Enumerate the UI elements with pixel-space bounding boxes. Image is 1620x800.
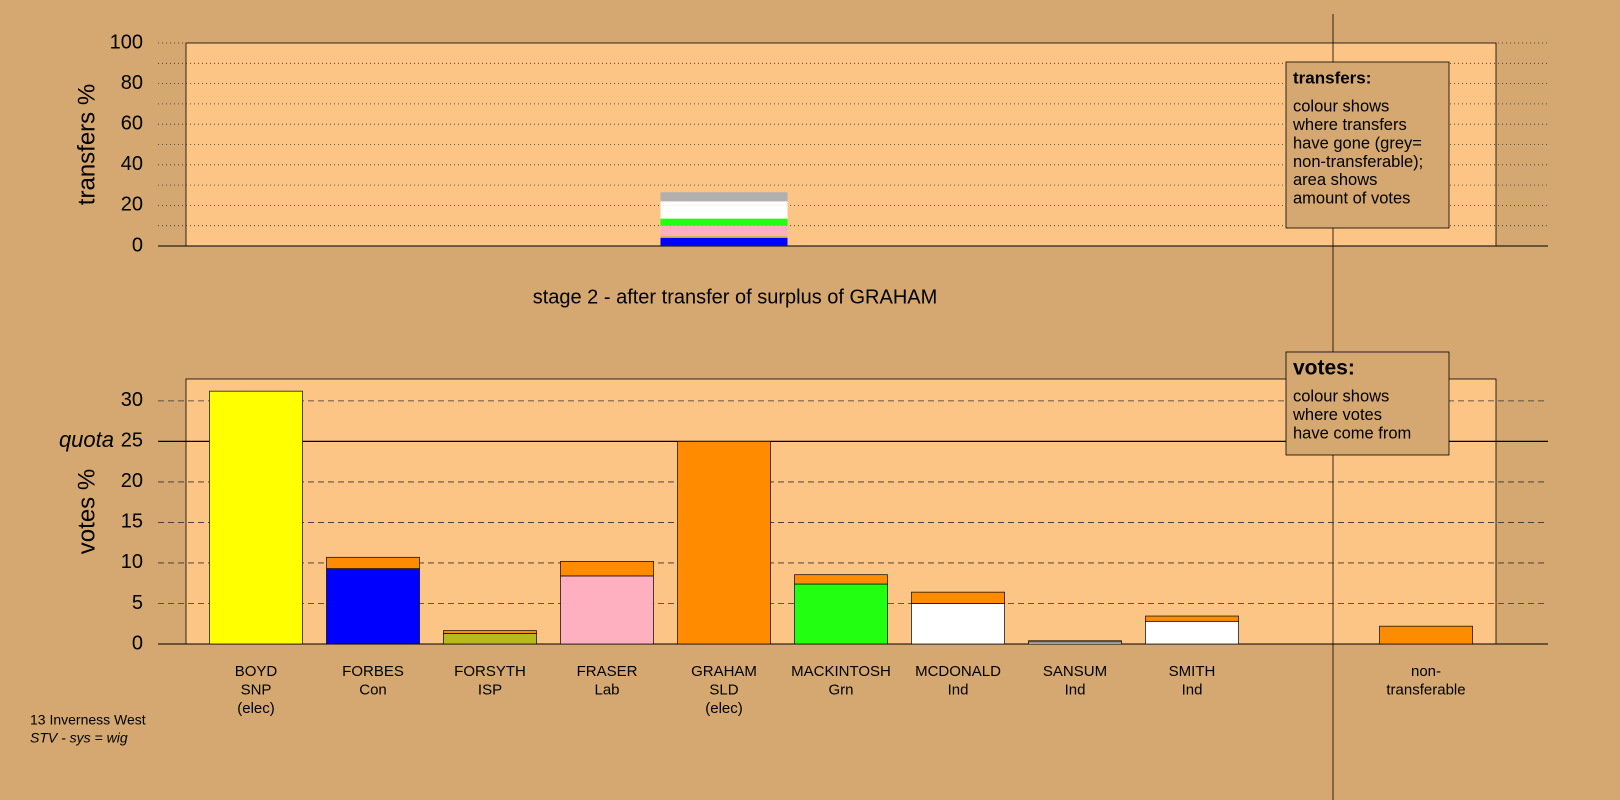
y-tick-label: 0 xyxy=(132,234,143,256)
bar-segment xyxy=(660,218,788,226)
bar-segment xyxy=(1145,620,1239,645)
bar-segment xyxy=(209,390,303,645)
y-axis-label: votes % xyxy=(73,469,100,554)
x-tick-label: SNP xyxy=(241,681,272,698)
legend-box xyxy=(1285,61,1450,229)
y-tick-label: 0 xyxy=(132,632,143,654)
y-tick-label: 5 xyxy=(132,592,143,614)
bar-segment xyxy=(911,603,1005,645)
bar-segment xyxy=(660,204,788,206)
x-tick-label: SANSUM xyxy=(1043,663,1107,680)
x-tick-label: Grn xyxy=(828,681,853,698)
x-tick-label: FORSYTH xyxy=(454,663,526,680)
x-tick-label: FRASER xyxy=(577,663,638,680)
legend-text: non-transferable); xyxy=(1293,153,1423,171)
x-tick-label: BOYD xyxy=(235,663,278,680)
bar-segment xyxy=(794,583,888,645)
x-tick-label: (elec) xyxy=(705,700,743,717)
legend-text: colour shows xyxy=(1293,387,1389,405)
y-tick-label: 20 xyxy=(121,470,143,492)
bar-segment xyxy=(1145,615,1239,622)
y-tick-label: 25 xyxy=(121,430,143,452)
y-tick-label: 40 xyxy=(121,153,143,175)
bar-segment xyxy=(560,575,654,645)
legend-heading: transfers: xyxy=(1293,68,1371,87)
bar-segment xyxy=(660,192,788,202)
legend-text: have come from xyxy=(1293,424,1411,442)
footer: 13 Inverness West xyxy=(30,712,146,728)
bar-segment xyxy=(560,560,654,577)
legend-box xyxy=(1285,351,1450,456)
y-tick-label: 20 xyxy=(121,194,143,216)
bar-segment xyxy=(1379,625,1473,645)
footer: STV - sys = wig xyxy=(30,730,128,746)
legend-text: where votes xyxy=(1292,406,1382,424)
x-tick-label: SLD xyxy=(709,681,738,698)
y-tick-label: 80 xyxy=(121,72,143,94)
bar-segment xyxy=(911,591,1005,604)
legend-text: where transfers xyxy=(1292,116,1407,134)
stage-title: stage 2 - after transfer of surplus of G… xyxy=(533,286,938,308)
x-tick-label: transferable xyxy=(1386,681,1465,698)
bar-segment xyxy=(660,225,788,237)
bar-segment xyxy=(660,201,788,205)
x-tick-label: MACKINTOSH xyxy=(791,663,891,680)
bar-segment xyxy=(326,568,420,645)
x-tick-label: GRAHAM xyxy=(691,663,757,680)
y-tick-label: 15 xyxy=(121,511,143,533)
legend-text: colour shows xyxy=(1293,97,1389,115)
legend-text: have gone (grey= xyxy=(1293,134,1422,152)
x-tick-label: Ind xyxy=(948,681,969,698)
x-tick-label: Con xyxy=(359,681,387,698)
quota-label: quota xyxy=(59,427,114,452)
bar-segment xyxy=(443,630,537,634)
x-tick-label: ISP xyxy=(478,681,502,698)
y-tick-label: 100 xyxy=(110,31,143,53)
x-tick-label: MCDONALD xyxy=(915,663,1001,680)
bar-segment xyxy=(660,237,788,246)
bar-segment xyxy=(677,441,771,645)
legend-text: area shows xyxy=(1293,171,1377,189)
bar-segment xyxy=(326,556,420,569)
plot-frame xyxy=(185,42,1497,247)
y-axis-label: transfers % xyxy=(73,84,100,205)
x-tick-label: Ind xyxy=(1065,681,1086,698)
x-tick-label: Lab xyxy=(594,681,619,698)
bar-segment xyxy=(660,205,788,219)
x-tick-label: SMITH xyxy=(1169,663,1216,680)
y-tick-label: 30 xyxy=(121,389,143,411)
bar-segment xyxy=(660,236,788,238)
x-tick-label: FORBES xyxy=(342,663,404,680)
y-tick-label: 10 xyxy=(121,551,143,573)
x-tick-label: Ind xyxy=(1182,681,1203,698)
bar-segment xyxy=(443,633,537,645)
legend-heading: votes: xyxy=(1293,357,1355,380)
y-tick-label: 60 xyxy=(121,112,143,134)
bar-segment xyxy=(794,574,888,585)
x-tick-label: non- xyxy=(1411,663,1441,680)
legend-text: amount of votes xyxy=(1293,189,1410,207)
x-tick-label: (elec) xyxy=(237,700,275,717)
bar-segment xyxy=(1028,640,1122,643)
